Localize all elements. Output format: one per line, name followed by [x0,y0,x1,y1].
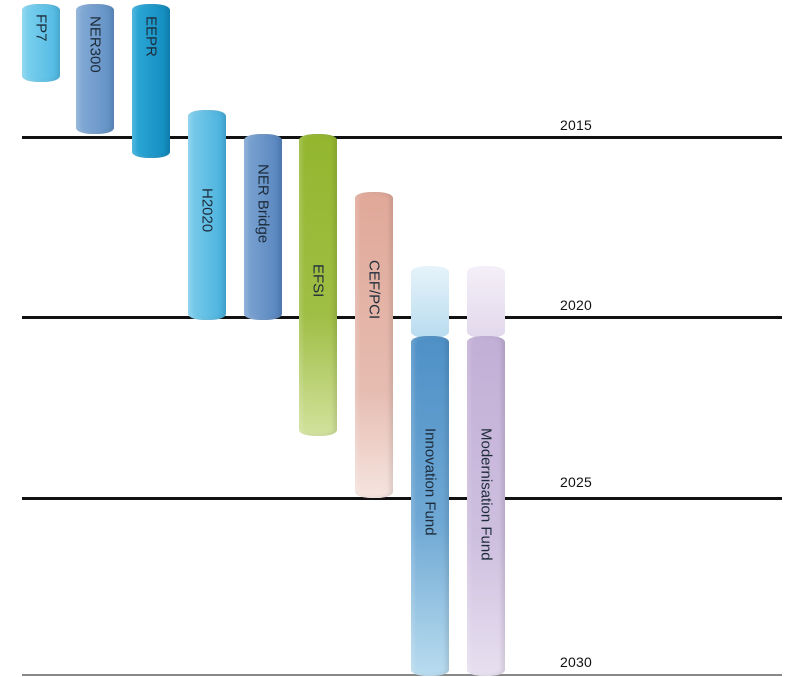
bar-modernisation-fund: Modernisation Fund [467,336,505,676]
year-line-2015 [22,136,782,139]
bar-h2020: H2020 [188,110,226,320]
bar-label-efsi: EFSI [309,264,327,298]
year-label-2020: 2020 [560,297,592,313]
bar-label-innovation-fund: Innovation Fund [421,428,439,536]
bar-modernisation-fund-lead [467,266,505,338]
year-label-2030: 2030 [560,654,592,670]
year-label-2025: 2025 [560,474,592,490]
year-line-2030 [22,674,782,676]
bar-efsi: EFSI [299,134,337,436]
bar-label-fp7: FP7 [32,14,50,42]
bar-innovation-fund-lead [411,266,449,338]
bar-label-h2020: H2020 [198,188,216,233]
year-line-2025 [22,497,782,500]
bar-label-eepr: EEPR [142,16,160,57]
bar-label-cef-pci: CEF/PCI [365,260,383,320]
bar-cef-pci: CEF/PCI [355,192,393,498]
year-line-2020 [22,316,782,319]
bar-label-ner-bridge: NER Bridge [254,164,272,244]
year-label-2015: 2015 [560,117,592,133]
bar-ner-bridge: NER Bridge [244,134,282,320]
bar-eepr: EEPR [132,4,170,158]
bar-ner300: NER300 [76,4,114,134]
bar-label-modernisation-fund: Modernisation Fund [477,428,495,561]
bar-label-ner300: NER300 [86,16,104,73]
bar-innovation-fund: Innovation Fund [411,336,449,676]
bar-fp7: FP7 [22,4,60,82]
